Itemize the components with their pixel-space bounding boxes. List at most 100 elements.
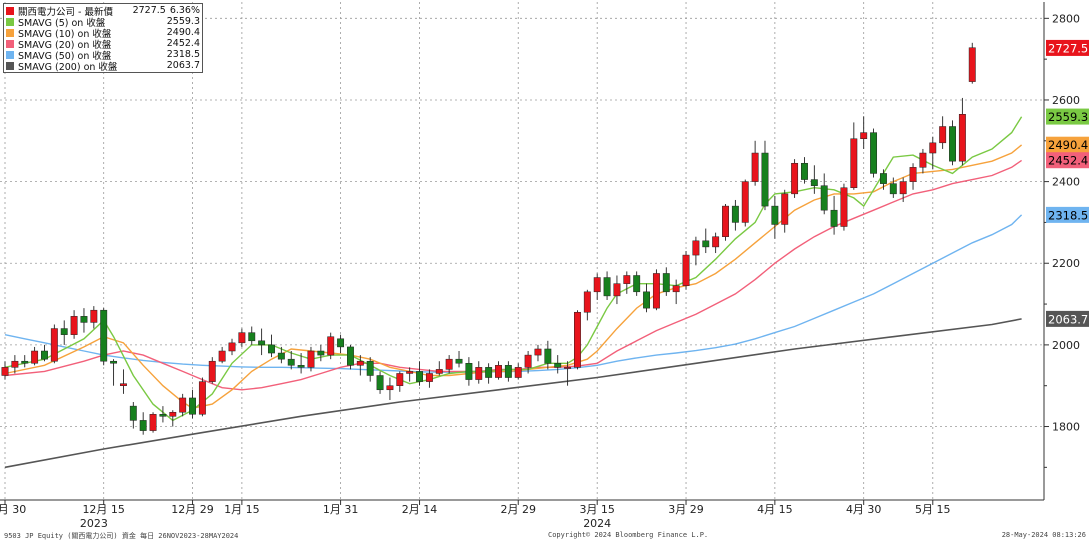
candle-body: [60, 328, 68, 335]
legend-item-sma20: SMAVG (20) on 收盤 2452.4: [6, 38, 200, 51]
sma20-value-tag: 2452.4: [1048, 154, 1088, 168]
sma50-value-tag-bg: [1046, 206, 1089, 223]
candle-body: [139, 420, 147, 431]
candle-body: [356, 360, 364, 366]
sma-line: [4, 318, 1022, 469]
sma-line: [4, 214, 1023, 373]
candle-body: [485, 367, 493, 378]
legend-swatch-sma50: [6, 50, 14, 59]
legend-value-sma10: 2490.4: [166, 27, 200, 38]
candle-body: [929, 142, 937, 154]
y-tick-label: 2400: [1052, 176, 1080, 189]
footer-timestamp: 28-May-2024 08:13:26: [1001, 531, 1086, 539]
candle-body: [307, 350, 315, 368]
candle-body: [396, 373, 404, 386]
candle-body: [514, 367, 522, 378]
candle-body: [722, 205, 729, 237]
sma-line: [4, 159, 1023, 391]
candle-body: [564, 367, 572, 369]
candle-body: [110, 360, 118, 364]
legend-swatch-sma20: [6, 39, 14, 48]
candle-body: [119, 383, 127, 386]
candle-body: [159, 414, 167, 417]
legend-label-sma20: SMAVG (20) on 收盤: [18, 39, 112, 51]
candle-body: [909, 167, 917, 182]
candle-body: [41, 350, 48, 360]
candle-body: [593, 277, 601, 293]
candle-body: [889, 183, 897, 195]
candle-body: [169, 411, 177, 417]
candle-body: [149, 414, 157, 431]
candle-body: [277, 352, 285, 360]
candle-body: [574, 311, 581, 368]
x-tick-label: 4月 30: [846, 503, 882, 516]
candle-body: [623, 275, 631, 284]
price-value-tag-bg: [1046, 39, 1089, 56]
x-tick-label: 12月 29: [171, 503, 214, 516]
candle-body: [761, 152, 769, 207]
candle-body: [198, 381, 206, 415]
candle-body: [544, 348, 552, 364]
sma5-value-tag-bg: [1046, 108, 1089, 125]
candle-body: [801, 162, 808, 180]
footer-source: 9503 JP Equity (關西電力公司) 資金 每日 26NOV2023-…: [4, 532, 239, 540]
candle-body: [879, 173, 887, 184]
legend-value-price: 2727.5: [132, 5, 166, 16]
candle-body: [475, 367, 483, 380]
legend-item-sma5: SMAVG (5) on 收盤 2559.3: [6, 16, 200, 29]
candle-body: [366, 360, 374, 376]
sma-line: [4, 116, 1023, 422]
x-tick-label: 3月 15: [579, 503, 615, 516]
candle-body: [297, 365, 305, 368]
legend-label-sma50: SMAVG (50) on 收盤: [18, 50, 112, 62]
candle-body: [208, 360, 216, 382]
sma10-value-tag-bg: [1046, 136, 1089, 153]
candle-body: [347, 346, 354, 366]
candle-body: [287, 358, 295, 366]
candle-body: [830, 209, 838, 227]
candle-body: [899, 181, 907, 195]
legend-swatch-price: [6, 6, 14, 15]
candle-body: [652, 273, 660, 309]
candle-body: [31, 350, 39, 364]
candle-body: [386, 385, 394, 391]
candle-body: [90, 309, 98, 323]
candle-body: [504, 365, 512, 378]
legend-item-sma10: SMAVG (10) on 收盤 2490.4: [6, 27, 200, 40]
sma20-value-tag-bg: [1046, 152, 1089, 169]
price-value-tag: 2727.5: [1048, 41, 1088, 55]
candle-body: [613, 283, 621, 297]
candle-body: [712, 236, 720, 248]
legend-label-sma5: SMAVG (5) on 收盤: [18, 17, 106, 29]
candle-body: [445, 358, 453, 370]
candle-body: [228, 342, 236, 352]
y-tick-label: 2800: [1052, 12, 1080, 25]
legend-value-sma5: 2559.3: [166, 16, 200, 27]
candle-body: [495, 365, 502, 378]
candle-body: [534, 348, 542, 356]
legend-swatch-sma10: [6, 28, 14, 37]
candle-body: [771, 205, 779, 225]
candle-body: [1, 367, 9, 376]
sma10-value-tag: 2490.4: [1048, 138, 1088, 152]
candle-body: [21, 360, 29, 364]
candle-body: [939, 126, 947, 144]
candle-body: [850, 138, 858, 188]
candle-body: [179, 397, 187, 413]
candle-body: [189, 397, 196, 415]
candle-body: [435, 369, 443, 374]
legend-swatch-sma200: [6, 61, 14, 70]
x-tick-label: 11月 30: [0, 503, 26, 516]
candle-body: [465, 363, 473, 380]
candle-body: [870, 132, 878, 174]
candle-body: [810, 179, 818, 186]
x-tick-label: 1月 31: [323, 503, 359, 516]
candle-body: [327, 336, 335, 356]
x-tick-label: 2月 29: [500, 503, 536, 516]
candle-body: [672, 285, 680, 293]
candle-body: [919, 152, 927, 168]
candle-body: [949, 126, 956, 162]
x-year-label: 2023: [80, 517, 108, 530]
candle-body: [50, 328, 58, 362]
